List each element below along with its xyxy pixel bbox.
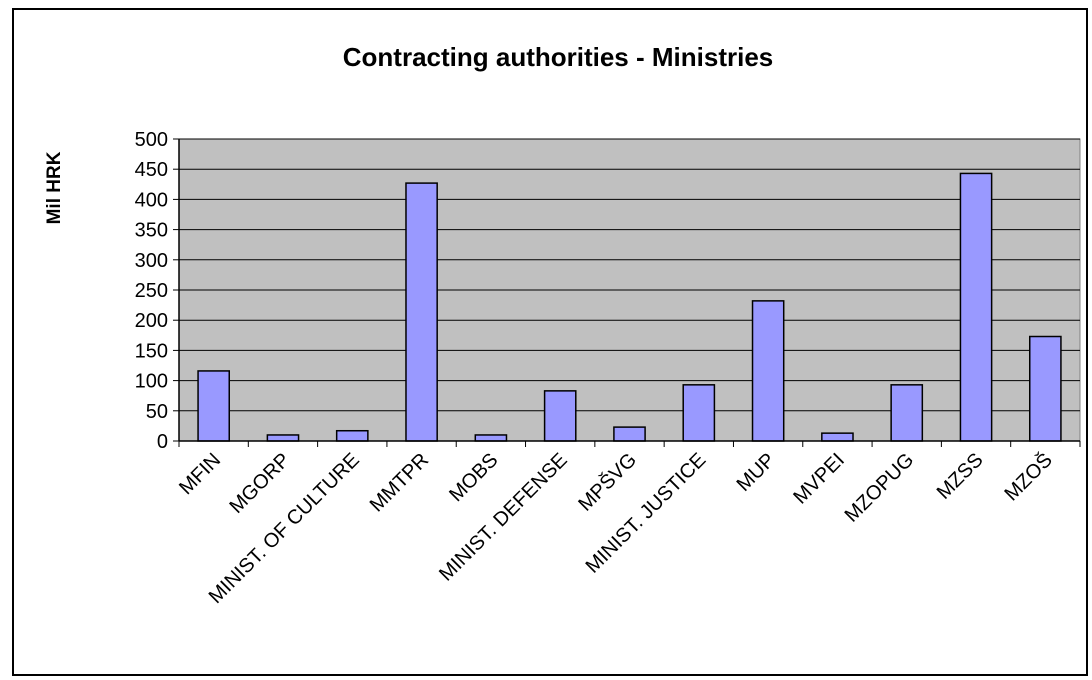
x-tick-label: MFIN	[175, 449, 225, 499]
bar-0	[197, 370, 230, 442]
y-tick-label: 400	[135, 189, 168, 211]
bar-11	[959, 172, 993, 442]
bar-1	[266, 434, 300, 442]
y-tick-label: 300	[135, 250, 168, 272]
bar-4	[474, 434, 508, 442]
bar-2	[335, 429, 369, 442]
y-axis-label: Mil HRK	[44, 151, 65, 224]
x-tick-label: MMTPR	[366, 449, 433, 516]
y-tick-label: 200	[135, 310, 168, 332]
bar-7	[682, 384, 716, 442]
bar-12	[1029, 335, 1062, 442]
x-tick-label: MZOPUG	[841, 449, 919, 527]
x-tick-label: MZSS	[933, 449, 988, 504]
bar-3	[405, 182, 438, 442]
bars	[197, 172, 1062, 442]
y-tick-label: 150	[135, 340, 168, 362]
gridlines	[179, 138, 1080, 442]
x-tick-label: MPŠVG	[574, 448, 641, 515]
y-tick-labels: 0 50 100 150 200 250 300 350 400 450 500	[135, 129, 179, 453]
chart-title: Contracting authorities - Ministries	[343, 42, 774, 72]
x-tick-label: MZOŠ	[1000, 448, 1057, 505]
bar-10	[890, 384, 924, 442]
x-tick-label: MINIST. DEFENSE	[435, 449, 572, 586]
x-tick-label: MGORP	[226, 449, 295, 518]
y-tick-label: 250	[135, 280, 168, 302]
bar-5	[543, 390, 577, 442]
y-tick-label: 500	[135, 129, 168, 151]
x-tick-label: MVPEI	[789, 449, 849, 509]
x-tick-label: MOBS	[445, 449, 502, 506]
bar-8	[751, 300, 785, 442]
y-tick-label: 100	[135, 371, 168, 393]
y-tick-label: 50	[146, 401, 168, 423]
bar-9	[821, 432, 854, 442]
y-tick-label: 450	[135, 159, 168, 181]
bar-6	[613, 426, 646, 442]
x-tick-label: MUP	[733, 449, 780, 496]
y-tick-label: 350	[135, 220, 168, 242]
y-tick-label: 0	[157, 431, 168, 453]
x-tick-label: MINIST. JUSTICE	[582, 449, 711, 578]
